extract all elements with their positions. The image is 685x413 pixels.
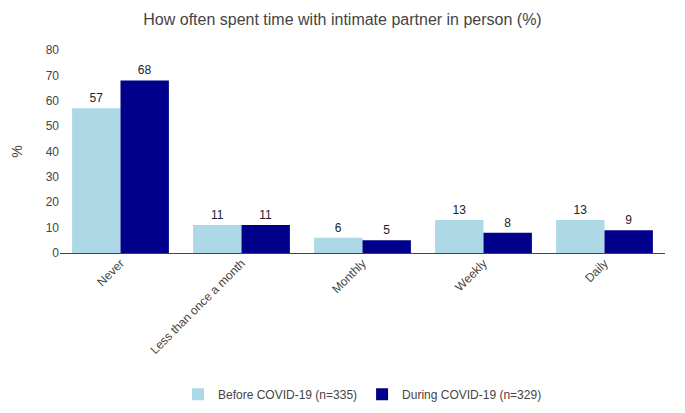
- svg-text:Less than once a month: Less than once a month: [147, 256, 247, 356]
- svg-text:6: 6: [335, 221, 342, 235]
- svg-text:Weekly: Weekly: [452, 256, 490, 294]
- svg-text:30: 30: [46, 170, 60, 184]
- svg-text:60: 60: [46, 94, 60, 108]
- svg-text:Monthly: Monthly: [329, 256, 369, 296]
- svg-text:8: 8: [504, 216, 511, 230]
- svg-text:70: 70: [46, 69, 60, 83]
- svg-text:80: 80: [46, 43, 60, 57]
- svg-text:40: 40: [46, 145, 60, 159]
- svg-text:20: 20: [46, 195, 60, 209]
- svg-text:Never: Never: [94, 256, 127, 289]
- svg-text:9: 9: [625, 213, 632, 227]
- svg-text:During COVID-19 (n=329): During COVID-19 (n=329): [402, 388, 541, 402]
- svg-text:68: 68: [138, 63, 152, 77]
- svg-text:13: 13: [452, 203, 466, 217]
- svg-text:57: 57: [89, 91, 103, 105]
- svg-text:13: 13: [573, 203, 587, 217]
- svg-text:50: 50: [46, 119, 60, 133]
- svg-text:%: %: [9, 145, 25, 157]
- svg-text:5: 5: [383, 223, 390, 237]
- svg-text:10: 10: [46, 221, 60, 235]
- svg-text:How often spent time with inti: How often spent time with intimate partn…: [143, 11, 541, 28]
- svg-text:0: 0: [52, 246, 59, 260]
- svg-text:Daily: Daily: [582, 256, 611, 285]
- svg-text:Before COVID-19 (n=335): Before COVID-19 (n=335): [218, 388, 357, 402]
- svg-text:11: 11: [259, 208, 272, 222]
- svg-text:11: 11: [211, 208, 224, 222]
